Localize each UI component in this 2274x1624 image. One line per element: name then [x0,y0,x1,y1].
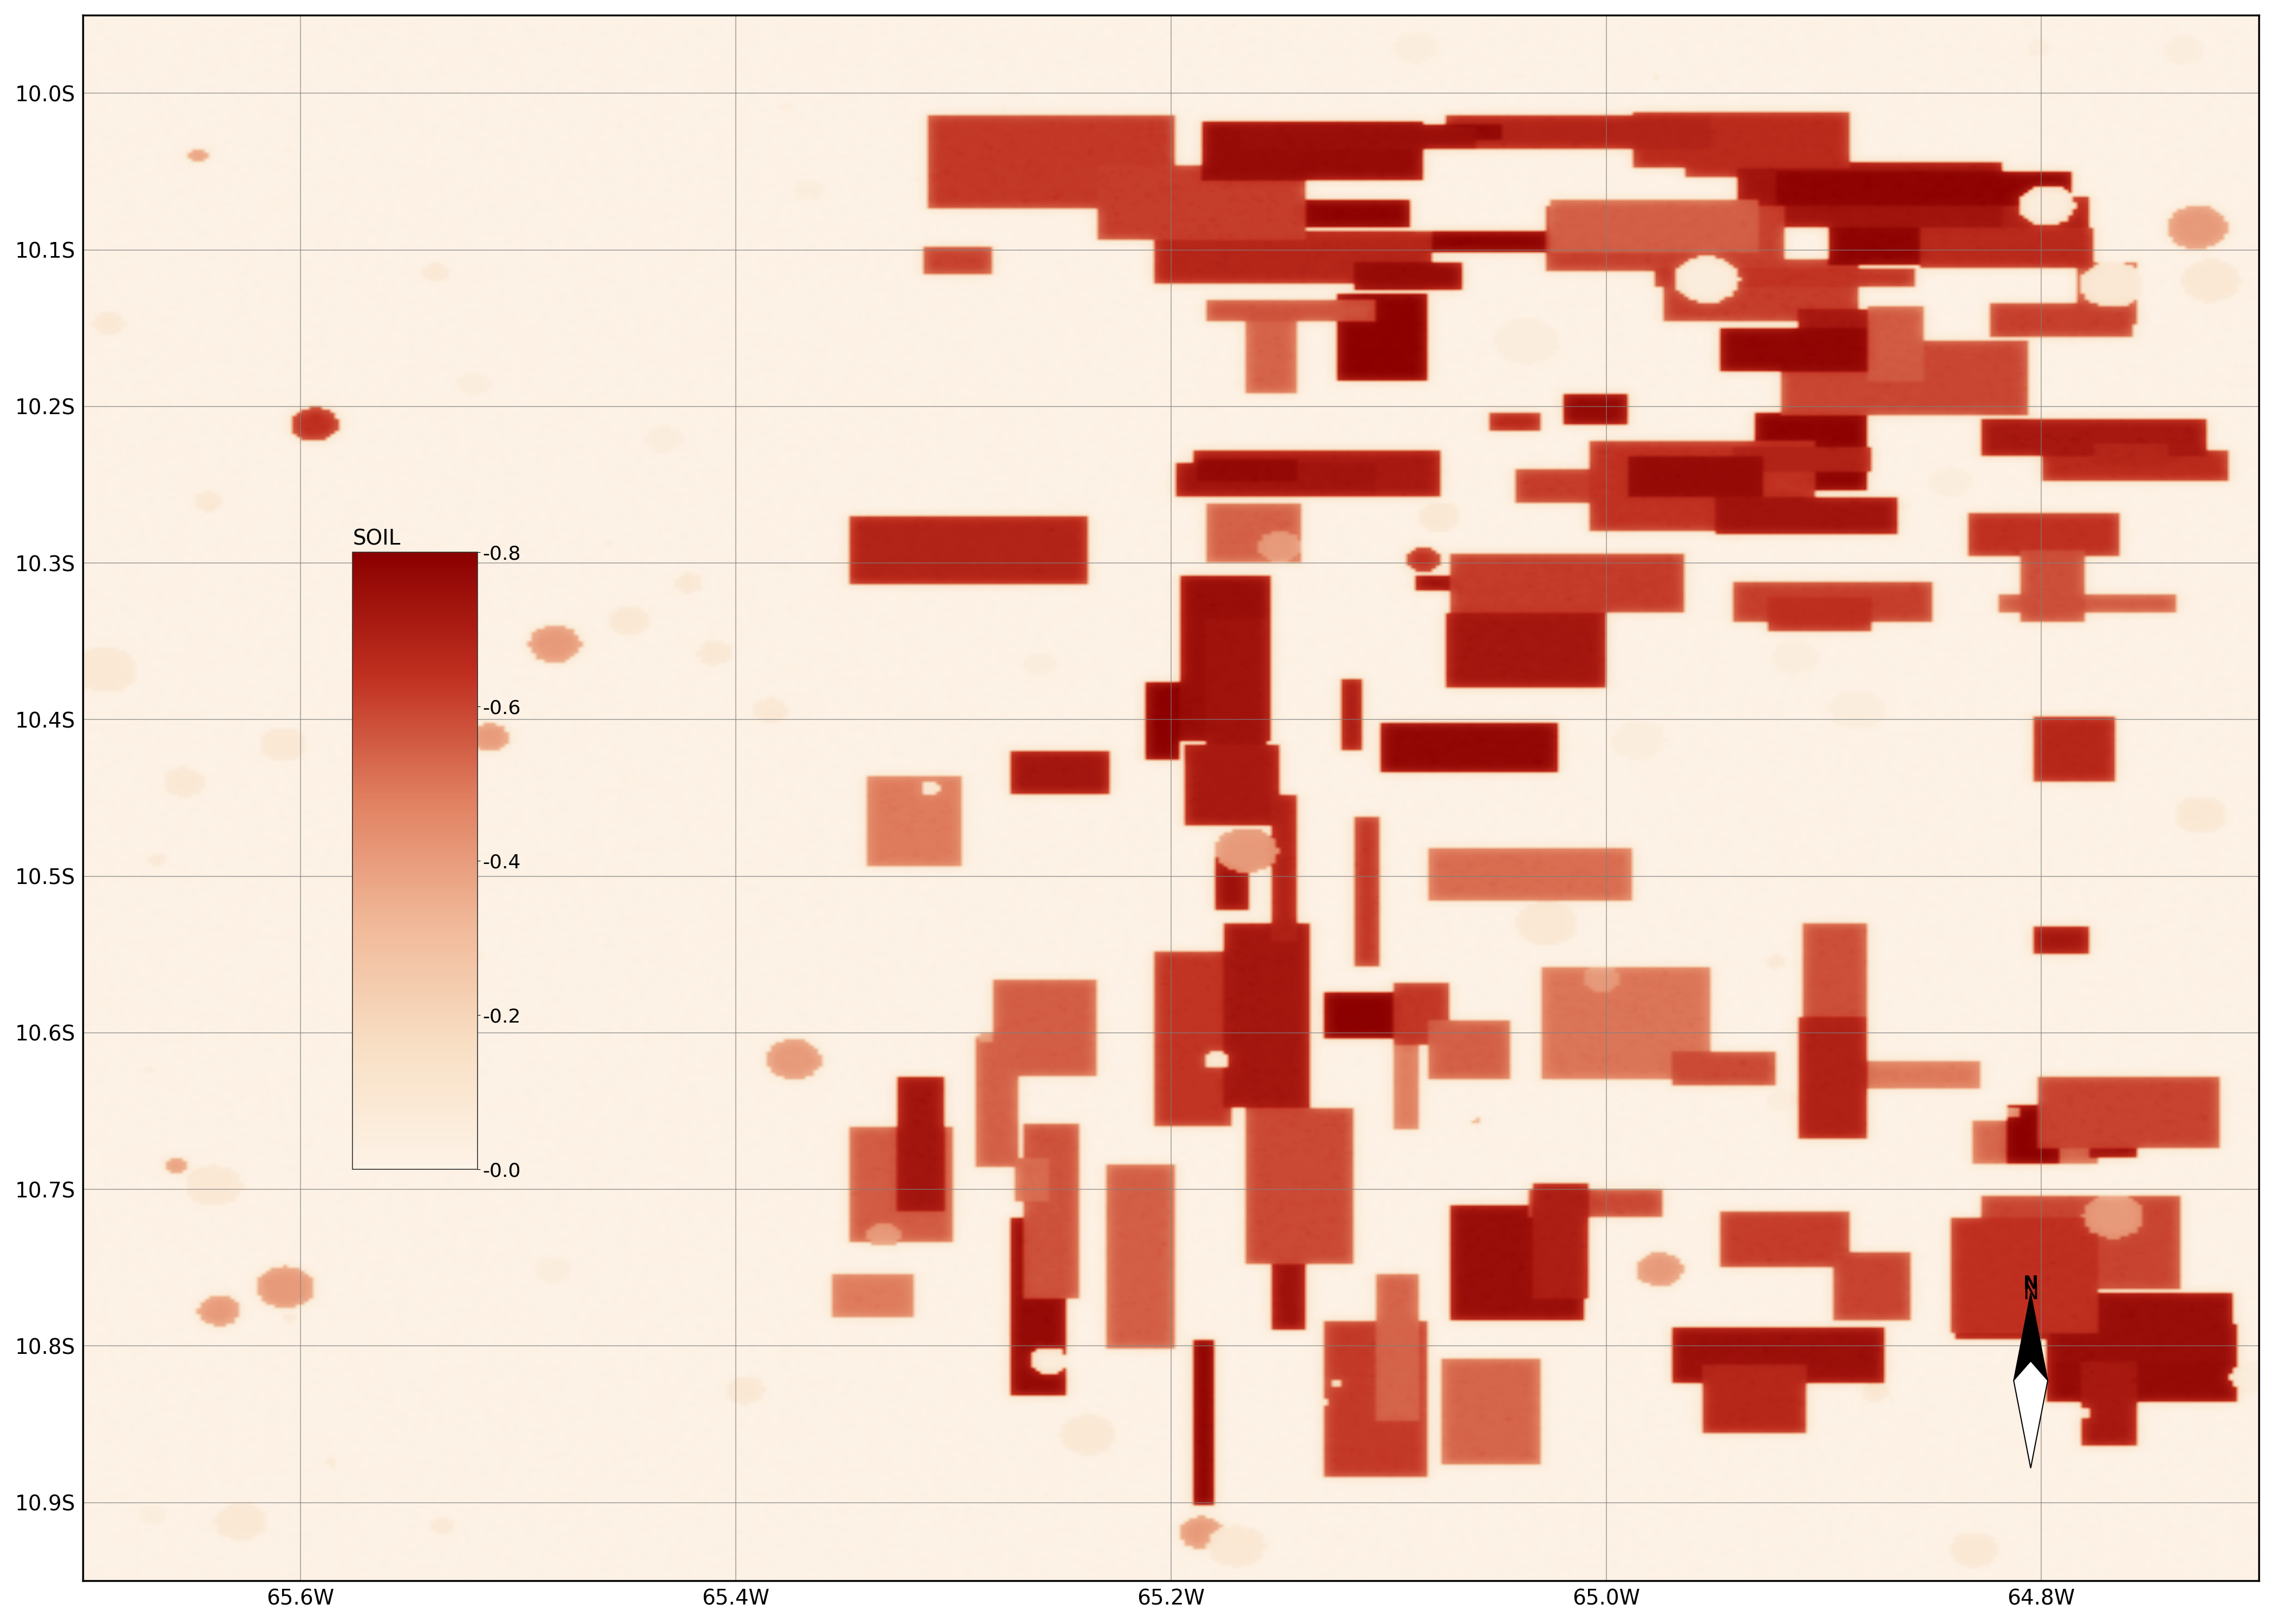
Text: N: N [2024,1283,2038,1304]
Text: SOIL: SOIL [352,528,400,549]
Polygon shape [2015,1361,2049,1468]
FancyBboxPatch shape [309,503,553,1194]
Polygon shape [2015,1293,2049,1380]
Text: N: N [2024,1275,2038,1293]
